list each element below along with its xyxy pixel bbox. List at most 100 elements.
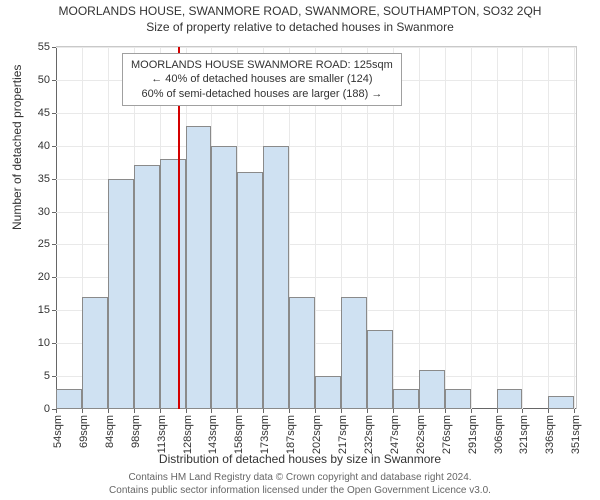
x-tick-mark — [445, 409, 446, 413]
y-tick-mark — [52, 146, 56, 147]
y-tick-label: 20 — [38, 271, 50, 283]
histogram-bar — [548, 396, 574, 409]
x-tick-label: 69sqm — [78, 415, 90, 448]
x-tick-mark — [237, 409, 238, 413]
x-tick-mark — [574, 409, 575, 413]
histogram-bar — [82, 297, 108, 409]
x-tick-label: 321sqm — [518, 415, 530, 454]
annotation-line-2: ← 40% of detached houses are smaller (12… — [131, 72, 393, 86]
histogram-bar — [134, 165, 160, 409]
histogram-bar — [56, 389, 82, 409]
grid-v-line — [548, 47, 549, 409]
histogram-bar — [108, 179, 134, 409]
x-tick-mark — [263, 409, 264, 413]
y-tick-mark — [52, 80, 56, 81]
attribution-line-1: Contains HM Land Registry data © Crown c… — [0, 472, 600, 485]
y-tick-mark — [52, 376, 56, 377]
annotation-box: MOORLANDS HOUSE SWANMORE ROAD: 125sqm← 4… — [122, 53, 402, 106]
histogram-bar — [445, 389, 471, 409]
histogram-bar — [419, 370, 445, 409]
x-tick-mark — [548, 409, 549, 413]
x-tick-label: 128sqm — [182, 415, 194, 454]
histogram-bar — [393, 389, 419, 409]
x-tick-mark — [367, 409, 368, 413]
x-tick-mark — [497, 409, 498, 413]
x-tick-label: 84sqm — [104, 415, 116, 448]
grid-v-line — [522, 47, 523, 409]
x-tick-mark — [186, 409, 187, 413]
x-tick-label: 187sqm — [285, 415, 297, 454]
histogram-bar — [160, 159, 186, 409]
attribution-text: Contains HM Land Registry data © Crown c… — [0, 472, 600, 497]
histogram-bar — [186, 126, 212, 409]
histogram-bar — [497, 389, 523, 409]
x-axis-label: Distribution of detached houses by size … — [0, 452, 600, 466]
attribution-line-2: Contains public sector information licen… — [0, 485, 600, 498]
x-tick-label: 158sqm — [233, 415, 245, 454]
plot-area: 051015202530354045505554sqm69sqm84sqm98s… — [56, 46, 577, 409]
x-tick-mark — [471, 409, 472, 413]
histogram-bar — [289, 297, 315, 409]
annotation-line-1: MOORLANDS HOUSE SWANMORE ROAD: 125sqm — [131, 58, 393, 72]
x-tick-label: 143sqm — [207, 415, 219, 454]
y-tick-label: 25 — [38, 238, 50, 250]
x-tick-mark — [160, 409, 161, 413]
x-tick-label: 247sqm — [389, 415, 401, 454]
grid-v-line — [497, 47, 498, 409]
x-tick-label: 217sqm — [337, 415, 349, 454]
x-tick-label: 336sqm — [544, 415, 556, 454]
x-tick-label: 173sqm — [259, 415, 271, 454]
x-tick-label: 113sqm — [156, 415, 168, 453]
x-tick-mark — [341, 409, 342, 413]
x-tick-label: 202sqm — [311, 415, 323, 454]
x-tick-label: 98sqm — [130, 415, 142, 448]
x-tick-mark — [211, 409, 212, 413]
histogram-bar — [341, 297, 367, 409]
x-tick-mark — [315, 409, 316, 413]
y-axis-line — [56, 47, 57, 409]
histogram-bar — [263, 146, 289, 409]
y-tick-mark — [52, 47, 56, 48]
x-tick-mark — [419, 409, 420, 413]
x-tick-mark — [82, 409, 83, 413]
x-tick-mark — [134, 409, 135, 413]
y-tick-label: 30 — [38, 206, 50, 218]
y-tick-mark — [52, 343, 56, 344]
y-tick-label: 55 — [38, 41, 50, 53]
y-tick-label: 35 — [38, 173, 50, 185]
y-tick-mark — [52, 244, 56, 245]
x-tick-label: 306sqm — [493, 415, 505, 454]
y-tick-label: 50 — [38, 74, 50, 86]
chart-container: MOORLANDS HOUSE, SWANMORE ROAD, SWANMORE… — [0, 0, 600, 500]
y-tick-label: 5 — [44, 370, 50, 382]
chart-subtitle: Size of property relative to detached ho… — [0, 18, 600, 34]
x-tick-mark — [393, 409, 394, 413]
y-tick-label: 0 — [44, 403, 50, 415]
chart-title: MOORLANDS HOUSE, SWANMORE ROAD, SWANMORE… — [0, 0, 600, 18]
x-tick-label: 351sqm — [570, 415, 582, 454]
y-tick-label: 15 — [38, 304, 50, 316]
x-tick-mark — [108, 409, 109, 413]
histogram-bar — [237, 172, 263, 409]
grid-v-line — [574, 47, 575, 409]
x-tick-label: 54sqm — [52, 415, 64, 448]
histogram-bar — [367, 330, 393, 409]
x-tick-mark — [289, 409, 290, 413]
y-tick-mark — [52, 212, 56, 213]
x-tick-label: 291sqm — [467, 415, 479, 454]
grid-v-line — [445, 47, 446, 409]
x-tick-label: 276sqm — [441, 415, 453, 454]
x-tick-label: 232sqm — [363, 415, 375, 454]
y-tick-mark — [52, 310, 56, 311]
histogram-bar — [211, 146, 237, 409]
y-tick-label: 10 — [38, 337, 50, 349]
y-axis-label: Number of detached properties — [10, 65, 24, 230]
grid-v-line — [419, 47, 420, 409]
y-tick-label: 40 — [38, 140, 50, 152]
y-tick-mark — [52, 179, 56, 180]
y-tick-mark — [52, 113, 56, 114]
y-tick-label: 45 — [38, 107, 50, 119]
x-tick-mark — [522, 409, 523, 413]
y-tick-mark — [52, 277, 56, 278]
x-tick-label: 262sqm — [415, 415, 427, 454]
